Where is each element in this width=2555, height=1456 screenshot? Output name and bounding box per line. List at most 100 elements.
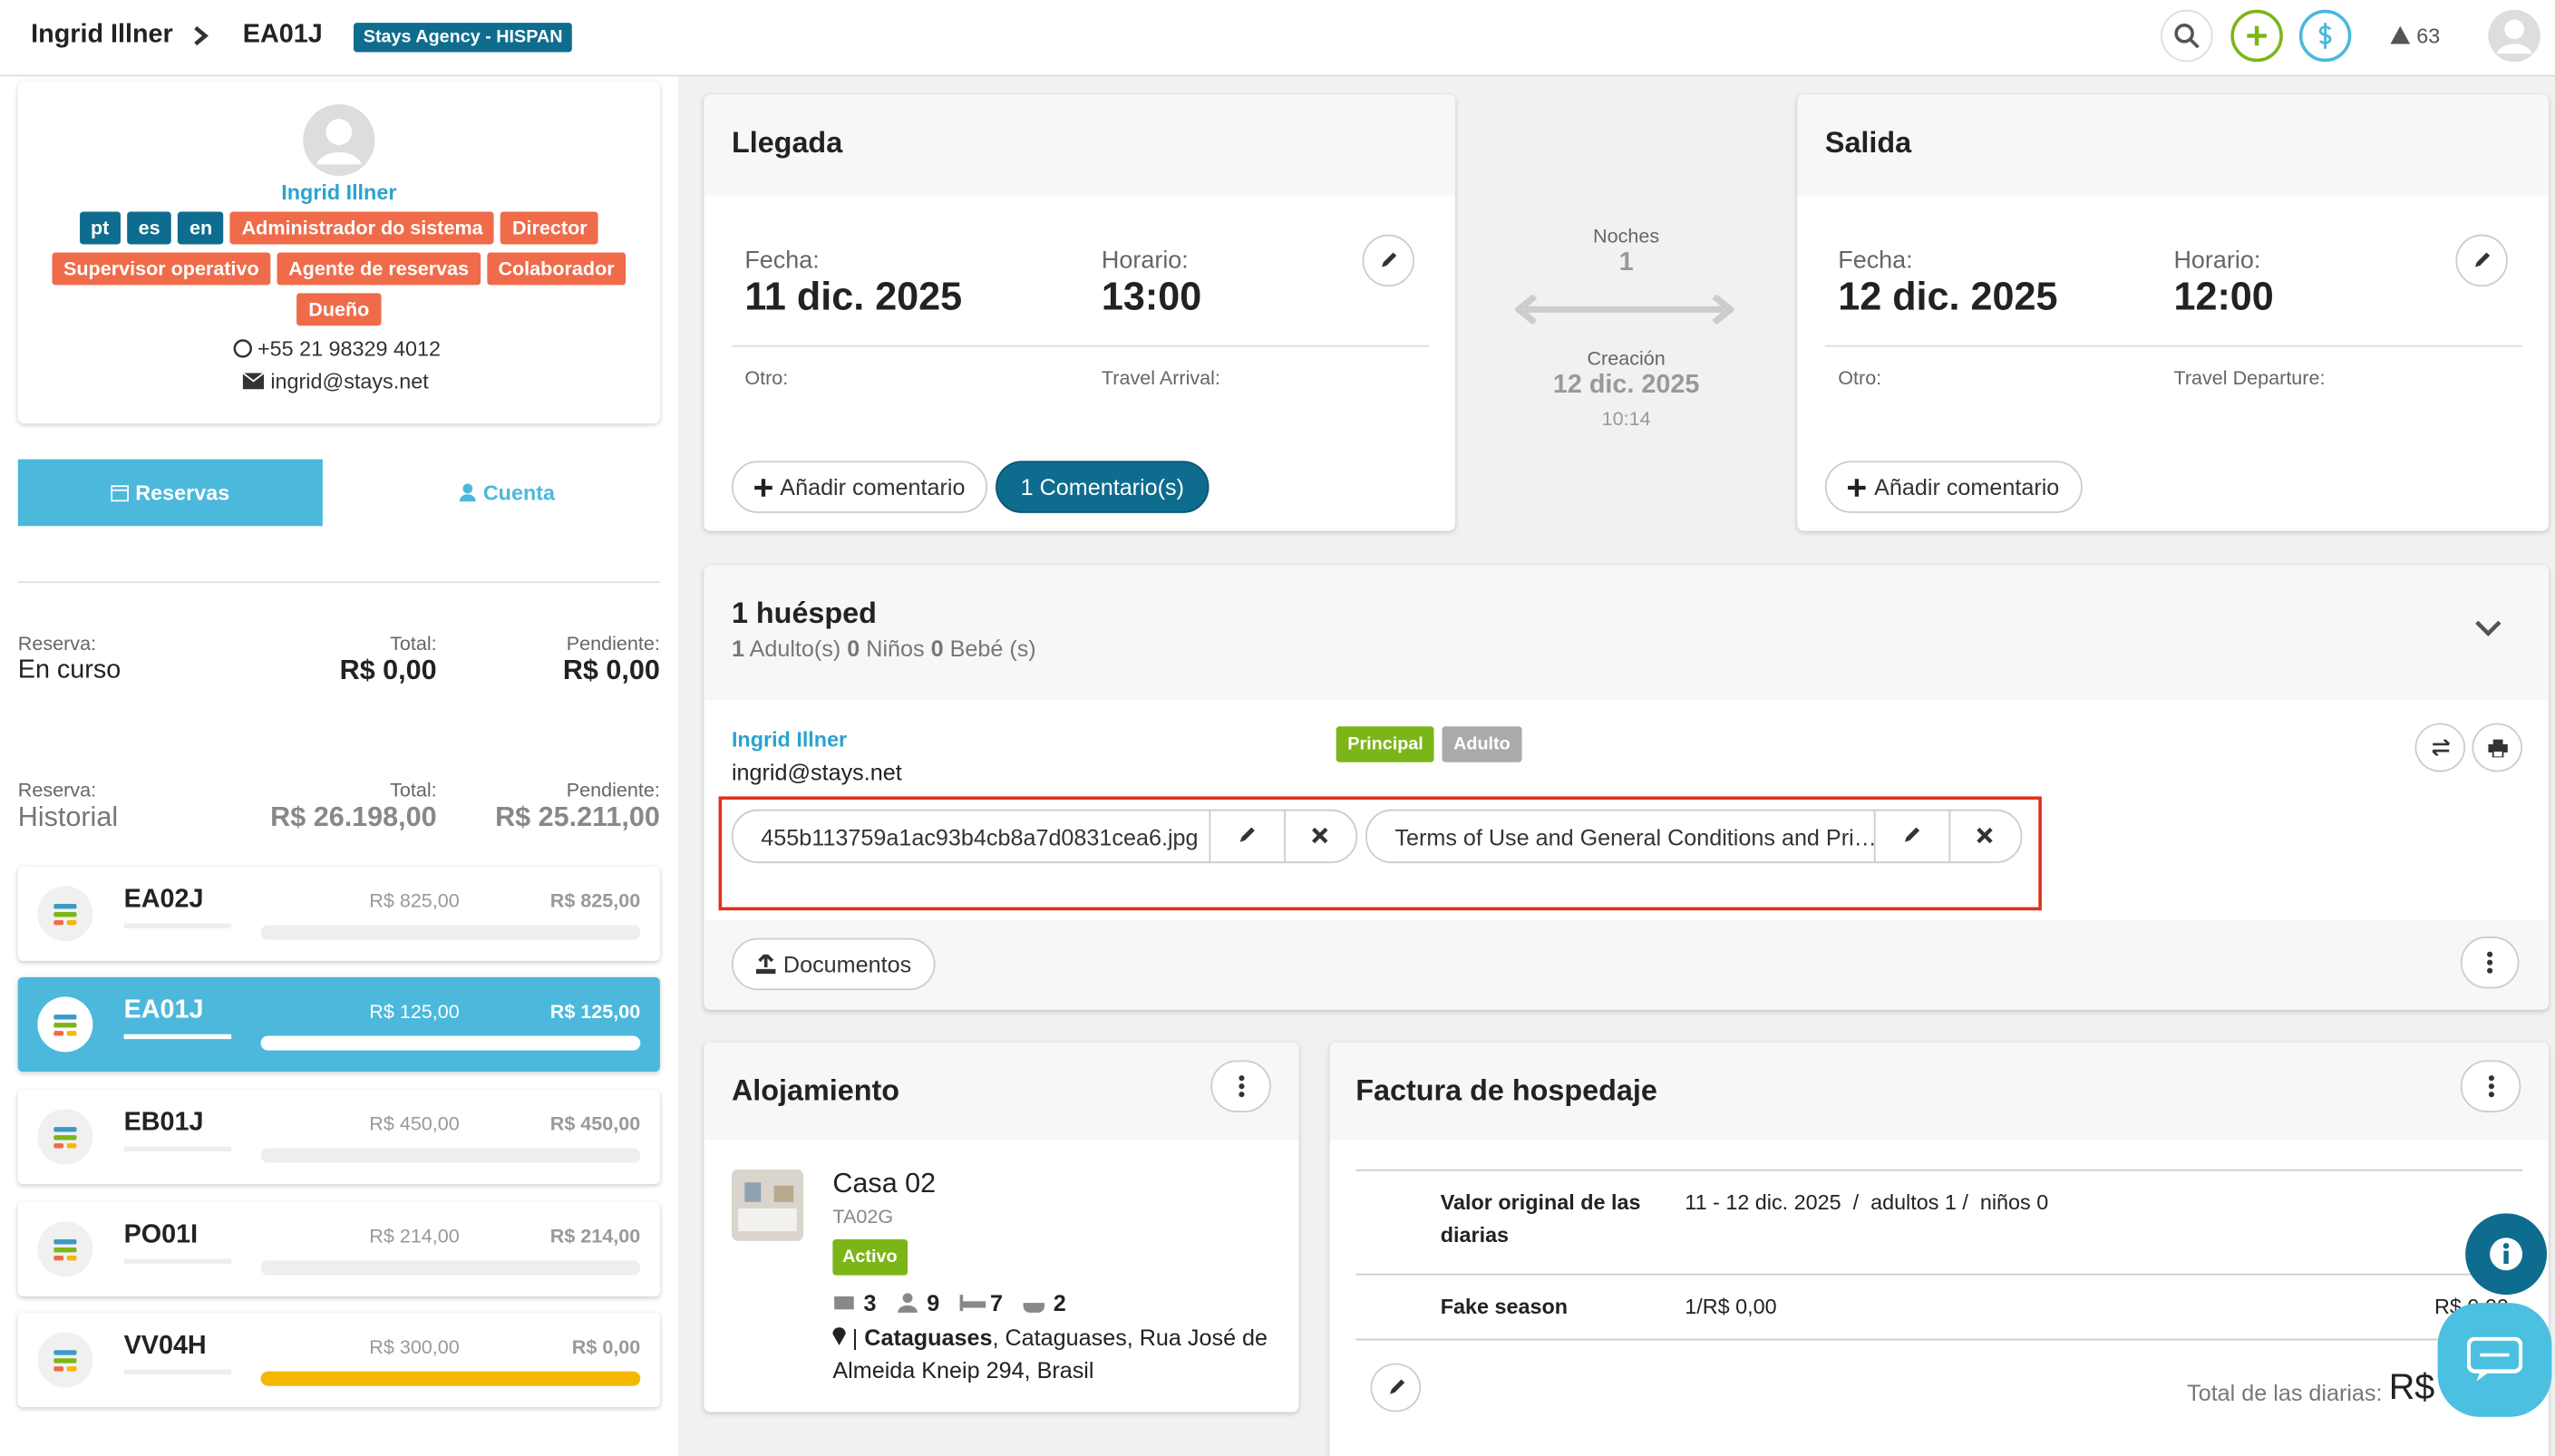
reservation-card[interactable]: PO01I R$ 214,00 R$ 214,00 [17, 1201, 660, 1296]
created-date: 12 dic. 2025 [1552, 371, 1700, 400]
summary-label: Reserva: [17, 632, 97, 655]
spec-value: 7 [989, 1289, 1003, 1316]
separator [1284, 809, 1286, 864]
property-name: Casa 02 [832, 1168, 937, 1199]
profile-email: ingrid@stays.net [270, 368, 429, 393]
more-button[interactable] [2460, 1060, 2521, 1112]
reservation-pending: R$ 825,00 [549, 888, 641, 912]
reservation-card[interactable]: VV04H R$ 300,00 R$ 0,00 [17, 1312, 660, 1408]
pending-value: R$ 25.211,00 [495, 801, 660, 832]
edit-button[interactable] [1370, 1363, 1422, 1412]
language-badge: es [127, 211, 172, 245]
divider [17, 581, 660, 584]
reservation-card[interactable]: EA02J R$ 825,00 R$ 825,00 [17, 866, 660, 961]
total-label: Total: [390, 632, 437, 655]
spec-value: 9 [927, 1289, 940, 1316]
travel-label: Travel Arrival: [1101, 366, 1220, 390]
count: 0 [930, 635, 944, 662]
date-label: Fecha: [744, 247, 820, 275]
edit-file[interactable] [1237, 826, 1257, 846]
add-button[interactable] [2230, 9, 2283, 63]
divider [1355, 1273, 2523, 1276]
status-badge: Activo [832, 1239, 908, 1276]
file-pill[interactable]: Terms of Use and General Conditions and … [1365, 809, 2023, 864]
search-button[interactable] [2161, 9, 2213, 63]
reservation-card[interactable]: EA01J R$ 125,00 R$ 125,00 [17, 976, 660, 1073]
tab-cuenta[interactable]: Cuenta [355, 460, 660, 527]
print-button[interactable] [2472, 723, 2523, 772]
edit-file[interactable] [1901, 826, 1921, 846]
button-label: Añadir comentario [780, 473, 966, 500]
reservation-code: VV04H [123, 1332, 207, 1360]
breadcrumb-user[interactable]: Ingrid Illner [31, 21, 173, 49]
spec-icon [1024, 1303, 1045, 1313]
adult-badge: Adulto [1442, 726, 1522, 762]
reservation-code: PO01I [123, 1221, 199, 1249]
edit-button[interactable] [1362, 234, 1414, 287]
divider [1355, 1338, 2523, 1341]
underline [123, 1034, 232, 1040]
documents-button[interactable]: Documentos [731, 937, 936, 991]
tab-label: Reservas [135, 480, 230, 505]
guest-name[interactable]: Ingrid Illner [731, 727, 848, 752]
profile-phone: +55 21 98329 4012 [257, 335, 442, 361]
spec-icon [897, 1293, 918, 1313]
time-label: Horario: [1101, 247, 1189, 275]
reservation-pending: R$ 214,00 [549, 1224, 641, 1248]
role-badge: Director [500, 211, 599, 245]
guests-title: 1 huésped [731, 597, 877, 630]
other-label: Otro: [1838, 366, 1882, 390]
chat-widget[interactable] [2437, 1303, 2552, 1417]
role-badge: Agente de reservas [277, 252, 481, 286]
reservation-code: EA01J [123, 996, 204, 1024]
comments-button[interactable]: 1 Comentario(s) [996, 461, 1209, 513]
reservation-total: R$ 300,00 [369, 1335, 460, 1359]
pending-value: R$ 0,00 [562, 655, 660, 686]
info-widget[interactable] [2465, 1213, 2548, 1296]
more-button[interactable] [1210, 1060, 1271, 1112]
property-code: TA02G [832, 1205, 894, 1228]
time-label: Horario: [2173, 247, 2261, 275]
pending-label: Pendiente: [566, 778, 660, 801]
reservation-total: R$ 125,00 [369, 999, 460, 1024]
delete-file[interactable] [1977, 827, 1993, 844]
file-pill[interactable]: 455b113759a1ac93b4cb8a7d0831cea6.jpg [731, 809, 1358, 864]
alert-count[interactable]: 63 [2416, 24, 2441, 48]
stay-arrow [1515, 295, 1734, 325]
highlight-box [718, 796, 2042, 911]
underline [123, 1369, 232, 1375]
reservation-code: EA02J [123, 886, 204, 914]
tab-reservas[interactable]: Reservas [17, 459, 323, 527]
reservation-card[interactable]: EB01J R$ 450,00 R$ 450,00 [17, 1089, 660, 1184]
badge-row: pt es en Administrador do sistema Director [18, 211, 660, 245]
count-label: Adulto(s) [749, 635, 841, 662]
spec-icon [834, 1296, 854, 1310]
pending-label: Pendiente: [566, 632, 660, 655]
departure-card [1797, 94, 2549, 531]
separator [1209, 809, 1211, 864]
nights-value: 1 [1618, 248, 1634, 277]
reservation-pending: R$ 0,00 [571, 1335, 641, 1359]
more-button[interactable] [2460, 936, 2520, 989]
breadcrumb-booking: EA01J [242, 21, 323, 49]
collapse-chevron[interactable] [2473, 619, 2502, 639]
add-comment-button[interactable]: Añadir comentario [1824, 461, 2083, 513]
nights-label: Noches [1593, 224, 1660, 248]
underline [123, 1258, 232, 1265]
file-name: 455b113759a1ac93b4cb8a7d0831cea6.jpg [761, 823, 1199, 849]
swap-button[interactable] [2414, 723, 2466, 772]
button-label: 1 Comentario(s) [1020, 473, 1185, 500]
whatsapp-icon [233, 339, 253, 358]
created-time: 10:14 [1601, 407, 1651, 431]
count: 0 [847, 635, 860, 662]
user-avatar[interactable] [2487, 8, 2542, 63]
delete-file[interactable] [1312, 827, 1328, 844]
total-value: R$ 0,00 [339, 655, 437, 686]
spec: 2 [1023, 1290, 1066, 1315]
add-comment-button[interactable]: Añadir comentario [731, 461, 988, 513]
payment-button[interactable] [2298, 9, 2352, 63]
edit-button[interactable] [2455, 234, 2508, 287]
address-city: Cataguases [864, 1324, 993, 1351]
